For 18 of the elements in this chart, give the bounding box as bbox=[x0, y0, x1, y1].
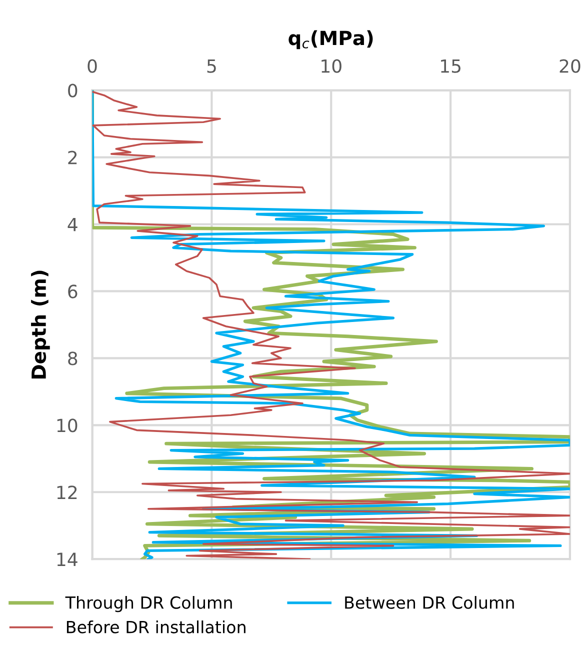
y-tick-label: 0 bbox=[68, 84, 78, 98]
x-tick-label: 0 bbox=[88, 59, 97, 73]
x-tick-label: 10 bbox=[322, 59, 342, 73]
x-tick-label: 15 bbox=[441, 59, 460, 73]
y-tick-label: 14 bbox=[57, 552, 78, 566]
y-tick-label: 2 bbox=[68, 150, 77, 164]
y-tick-label: 10 bbox=[57, 418, 78, 432]
legend-label: Through DR Column bbox=[65, 596, 232, 612]
x-tick-label: 20 bbox=[560, 59, 580, 73]
legend-label: Before DR installation bbox=[66, 620, 246, 634]
y-tick-label: 8 bbox=[68, 352, 78, 366]
x-tick-label: 5 bbox=[207, 59, 216, 73]
y-axis-title: Depth (m) bbox=[31, 270, 50, 379]
y-tick-label: 6 bbox=[68, 284, 78, 298]
y-tick-label: 12 bbox=[57, 486, 77, 499]
legend-label: Between DR Column bbox=[345, 596, 514, 609]
x-axis-title: q$_{c}$(MPa) bbox=[288, 30, 373, 50]
y-tick-label: 4 bbox=[68, 218, 78, 232]
